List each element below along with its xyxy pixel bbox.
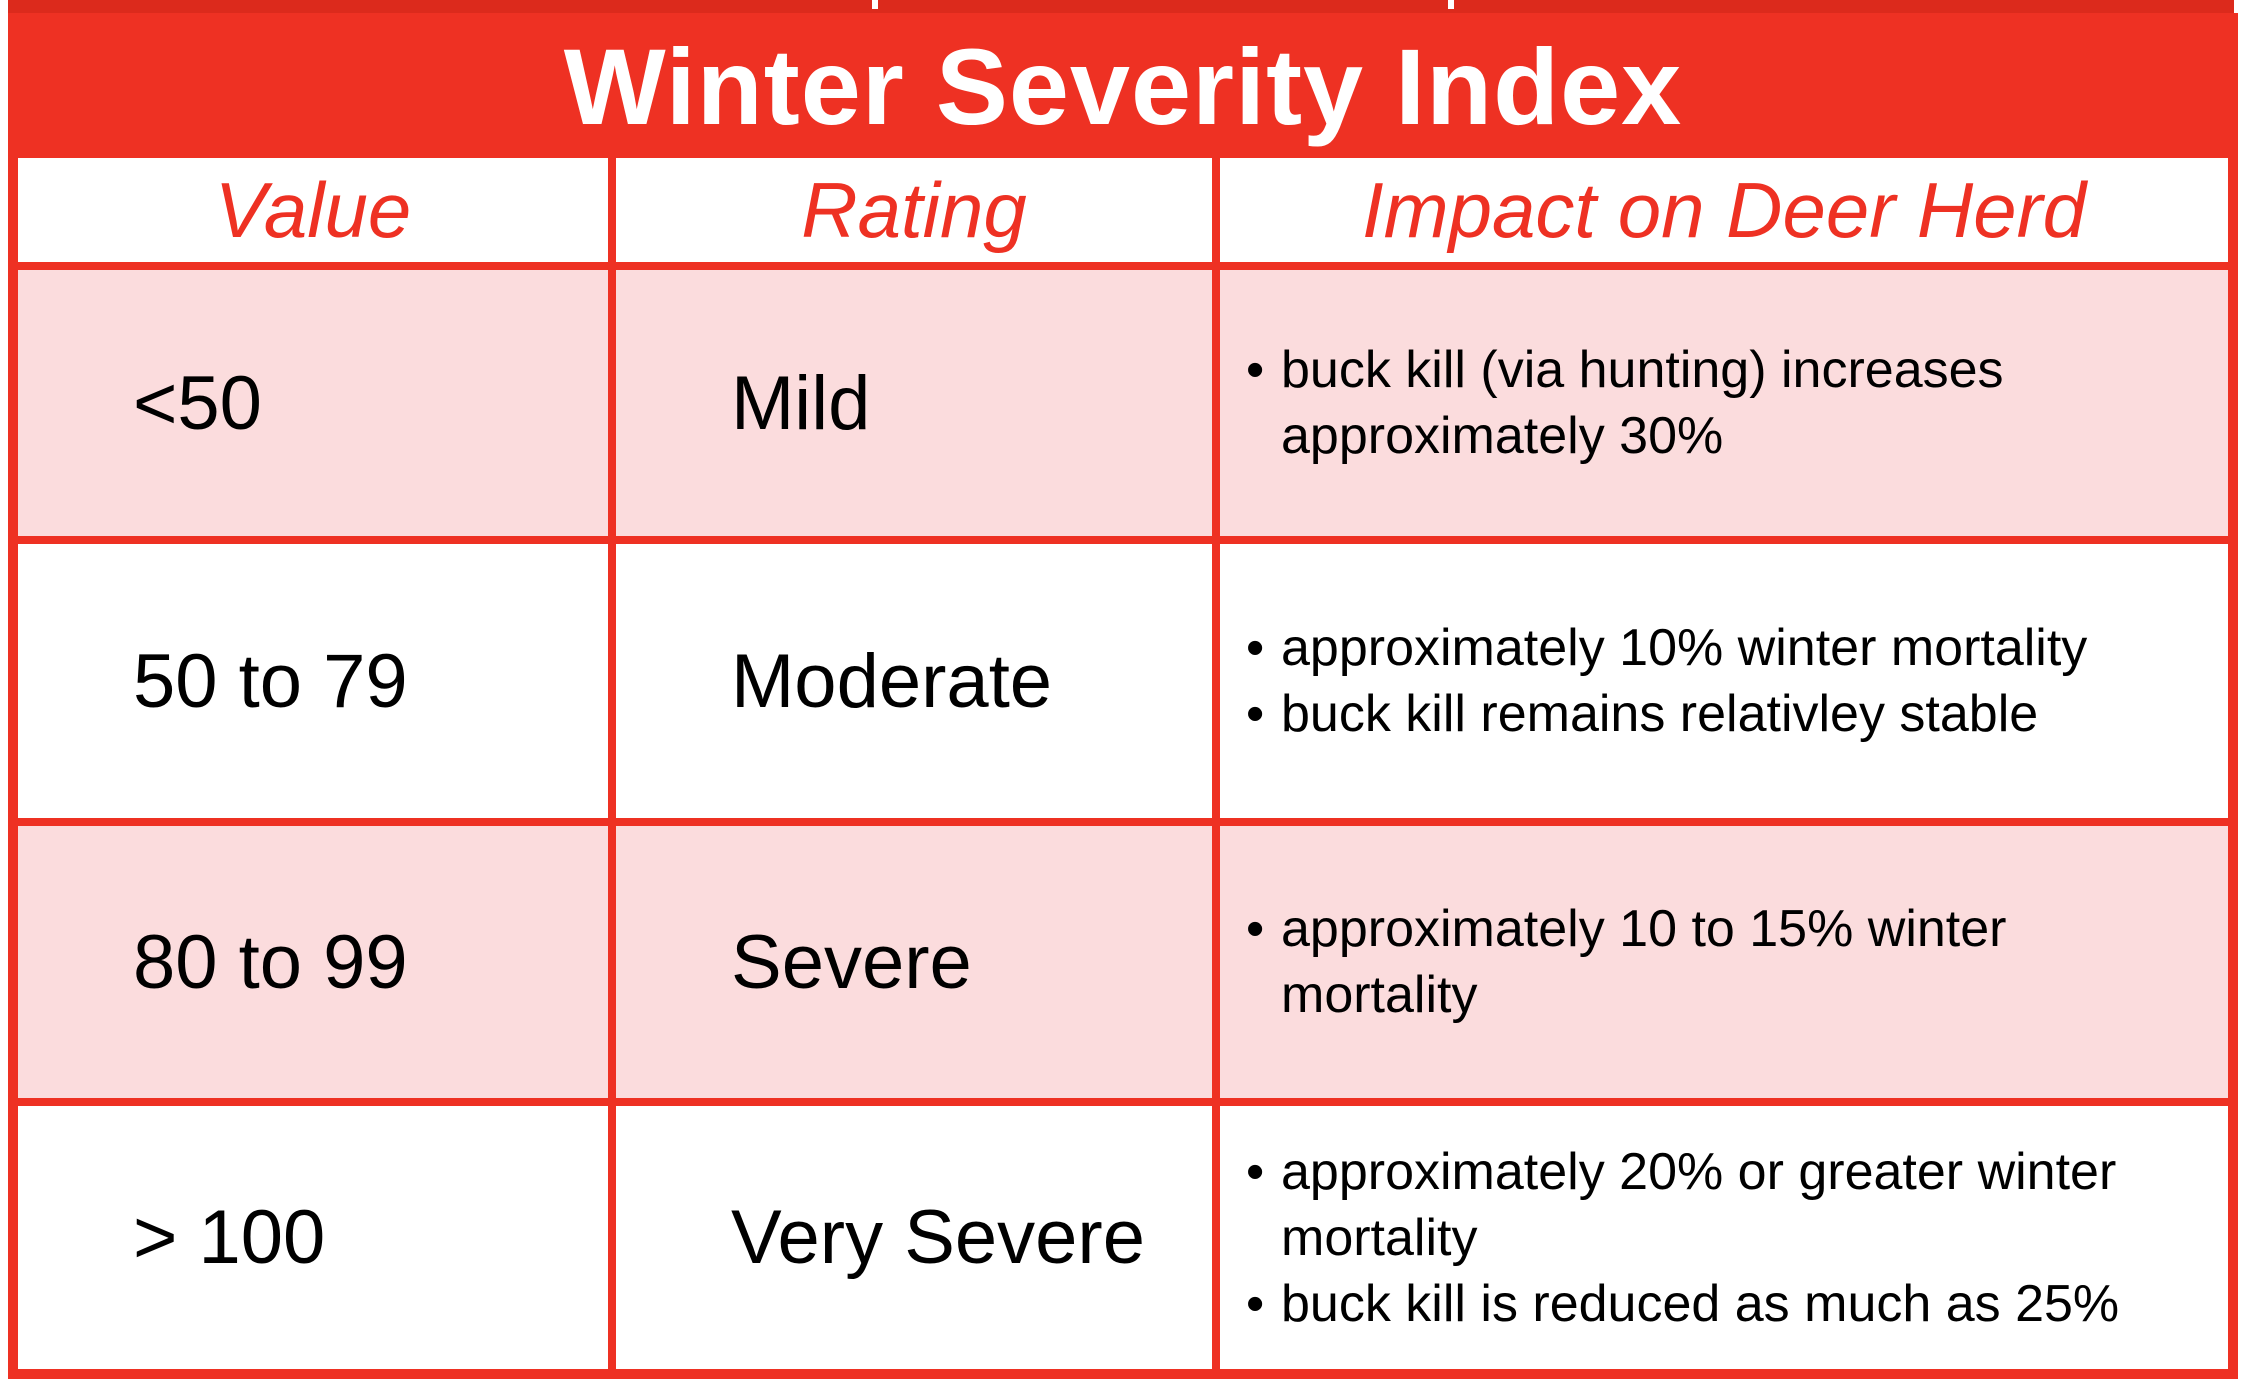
rating-cell: Moderate bbox=[616, 544, 1212, 818]
winter-severity-index-table: Winter Severity Index Value Rating Impac… bbox=[8, 13, 2238, 1379]
table-row: 80 to 99 Severe approximately 10 to 15% … bbox=[18, 826, 2228, 1098]
strip-notch bbox=[872, 0, 878, 9]
rating-cell: Mild bbox=[616, 270, 1212, 536]
table-row: > 100 Very Severe approximately 20% or g… bbox=[18, 1106, 2228, 1369]
rating-cell: Severe bbox=[616, 826, 1212, 1098]
impact-bullet: approximately 20% or greater winter mort… bbox=[1246, 1139, 2198, 1271]
impact-cell: approximately 10% winter mortality buck … bbox=[1220, 544, 2228, 818]
strip-notch bbox=[1448, 0, 1454, 9]
table-row: <50 Mild buck kill (via hunting) increas… bbox=[18, 270, 2228, 536]
top-red-strip bbox=[8, 0, 2234, 13]
impact-list: buck kill (via hunting) increases approx… bbox=[1246, 337, 2198, 469]
value-cell: 50 to 79 bbox=[18, 544, 608, 818]
value-cell: <50 bbox=[18, 270, 608, 536]
impact-bullet: approximately 10 to 15% winter mortality bbox=[1246, 896, 2198, 1028]
value-cell: > 100 bbox=[18, 1106, 608, 1369]
impact-bullet: buck kill (via hunting) increases approx… bbox=[1246, 337, 2198, 469]
impact-bullet: buck kill is reduced as much as 25% bbox=[1246, 1271, 2198, 1337]
impact-bullet: buck kill remains relativley stable bbox=[1246, 681, 2198, 747]
table-row: 50 to 79 Moderate approximately 10% wint… bbox=[18, 544, 2228, 818]
impact-cell: buck kill (via hunting) increases approx… bbox=[1220, 270, 2228, 536]
column-header-rating: Rating bbox=[616, 158, 1212, 262]
impact-list: approximately 10% winter mortality buck … bbox=[1246, 615, 2198, 747]
column-header-value: Value bbox=[18, 158, 608, 262]
impact-cell: approximately 10 to 15% winter mortality bbox=[1220, 826, 2228, 1098]
impact-list: approximately 20% or greater winter mort… bbox=[1246, 1139, 2198, 1337]
impact-cell: approximately 20% or greater winter mort… bbox=[1220, 1106, 2228, 1369]
table-title-bar: Winter Severity Index bbox=[18, 23, 2228, 150]
page-title: Winter Severity Index bbox=[563, 26, 1683, 147]
header-row: Value Rating Impact on Deer Herd bbox=[18, 158, 2228, 262]
impact-list: approximately 10 to 15% winter mortality bbox=[1246, 896, 2198, 1028]
impact-bullet: approximately 10% winter mortality bbox=[1246, 615, 2198, 681]
value-cell: 80 to 99 bbox=[18, 826, 608, 1098]
column-header-impact: Impact on Deer Herd bbox=[1220, 158, 2228, 262]
rating-cell: Very Severe bbox=[616, 1106, 1212, 1369]
